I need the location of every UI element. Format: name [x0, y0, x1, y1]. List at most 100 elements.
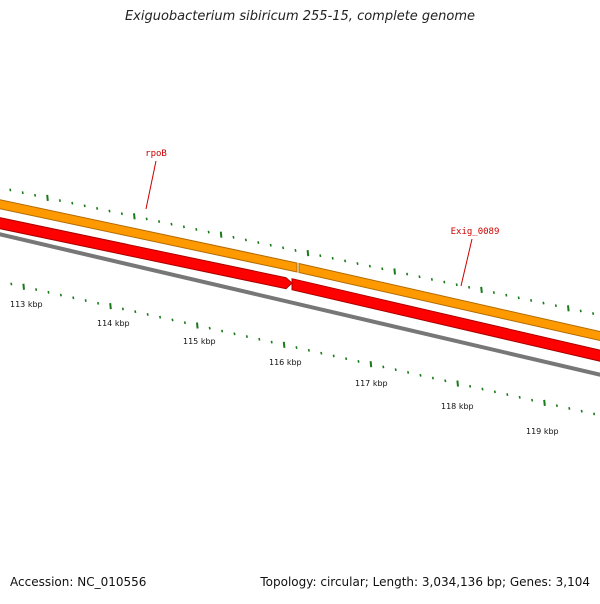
minor-tick — [245, 335, 248, 338]
minor-tick — [331, 256, 334, 260]
minor-tick — [120, 212, 123, 216]
minor-tick — [568, 406, 571, 410]
minor-tick — [294, 249, 297, 252]
minor-tick — [345, 357, 348, 361]
minor-tick — [381, 267, 384, 271]
minor-tick — [443, 280, 446, 284]
minor-tick — [419, 373, 422, 377]
leader-line-exig-0089 — [460, 238, 473, 287]
leader-line-rpoB — [145, 160, 157, 210]
minor-tick — [517, 296, 520, 300]
minor-tick — [406, 272, 409, 276]
minor-tick — [258, 337, 261, 341]
major-tick — [46, 194, 49, 201]
minor-tick — [481, 387, 484, 391]
major-tick — [219, 231, 223, 238]
major-tick — [456, 380, 459, 387]
minor-tick — [469, 384, 472, 388]
major-tick — [480, 286, 483, 293]
minor-tick — [58, 199, 61, 202]
minor-tick — [357, 359, 360, 363]
minor-tick — [84, 299, 87, 303]
minor-tick — [59, 293, 62, 297]
minor-tick — [430, 277, 433, 281]
scale-label: 115 kbp — [183, 337, 216, 346]
minor-tick — [182, 225, 185, 229]
minor-tick — [320, 351, 323, 355]
minor-tick — [146, 312, 149, 316]
minor-tick — [208, 326, 211, 330]
minor-tick — [431, 376, 434, 380]
gene-label-rpoB[interactable]: rpoB — [145, 149, 167, 159]
genome-backbone — [0, 232, 600, 377]
minor-tick — [270, 340, 273, 344]
minor-tick — [244, 238, 247, 242]
minor-tick — [593, 412, 596, 416]
minor-tick — [468, 285, 471, 289]
minor-tick — [493, 390, 496, 394]
minor-tick — [382, 365, 385, 369]
scale-label: 116 kbp — [269, 358, 302, 367]
minor-tick — [145, 217, 148, 221]
minor-tick — [319, 254, 322, 258]
minor-tick — [444, 379, 447, 383]
gene-rpoB-track[interactable] — [0, 198, 298, 273]
inner-tick-row — [9, 188, 595, 315]
minor-tick — [505, 293, 508, 297]
major-tick — [369, 361, 373, 368]
major-tick — [567, 305, 570, 312]
scale-labels: 113 kbp 114 kbp 115 kbp 116 kbp 117 kbp … — [10, 300, 559, 436]
minor-tick — [96, 206, 99, 210]
minor-tick — [47, 290, 50, 294]
major-tick — [282, 341, 286, 348]
minor-tick — [307, 348, 310, 352]
minor-tick — [579, 309, 582, 313]
minor-tick — [21, 191, 24, 195]
minor-tick — [207, 230, 210, 234]
minor-tick — [257, 241, 260, 245]
minor-tick — [71, 201, 74, 205]
minor-tick — [455, 283, 458, 287]
gene-label-exig-0089[interactable]: Exig_0089 — [451, 227, 500, 237]
minor-tick — [221, 329, 224, 333]
genome-summary-text: Topology: circular; Length: 3,034,136 bp… — [260, 575, 590, 589]
minor-tick — [282, 246, 285, 250]
minor-tick — [554, 304, 557, 308]
minor-tick — [555, 404, 558, 408]
major-tick — [393, 268, 396, 275]
minor-tick — [159, 315, 162, 319]
minor-tick — [518, 395, 521, 399]
minor-tick — [407, 371, 410, 374]
scale-label: 114 kbp — [97, 319, 130, 328]
minor-tick — [10, 282, 13, 286]
minor-tick — [34, 193, 37, 197]
gene-exig-0089-track[interactable] — [298, 262, 600, 343]
minor-tick — [344, 259, 347, 263]
scale-label: 118 kbp — [441, 402, 474, 411]
scale-label: 117 kbp — [355, 379, 388, 388]
minor-tick — [394, 368, 397, 372]
minor-tick — [35, 288, 38, 291]
minor-tick — [332, 354, 335, 358]
minor-tick — [295, 346, 298, 350]
gene-callout-rpoB[interactable]: rpoB — [145, 149, 167, 210]
major-tick — [22, 283, 25, 290]
scale-label: 113 kbp — [10, 300, 43, 309]
cds-exig-0089-bar[interactable] — [291, 278, 600, 364]
cds-rpoB-arrow[interactable] — [0, 216, 293, 290]
minor-tick — [97, 301, 100, 305]
minor-tick — [492, 291, 495, 294]
gene-callout-exig-0089[interactable]: Exig_0089 — [451, 227, 500, 287]
minor-tick — [171, 318, 174, 322]
minor-tick — [418, 275, 421, 279]
minor-tick — [170, 222, 173, 226]
minor-tick — [183, 321, 186, 325]
accession-text: Accession: NC_010556 — [10, 575, 147, 589]
minor-tick — [542, 301, 545, 305]
scale-label: 119 kbp — [526, 427, 559, 436]
major-tick — [196, 322, 199, 329]
minor-tick — [506, 393, 509, 397]
minor-tick — [368, 264, 371, 268]
major-tick — [109, 303, 112, 310]
